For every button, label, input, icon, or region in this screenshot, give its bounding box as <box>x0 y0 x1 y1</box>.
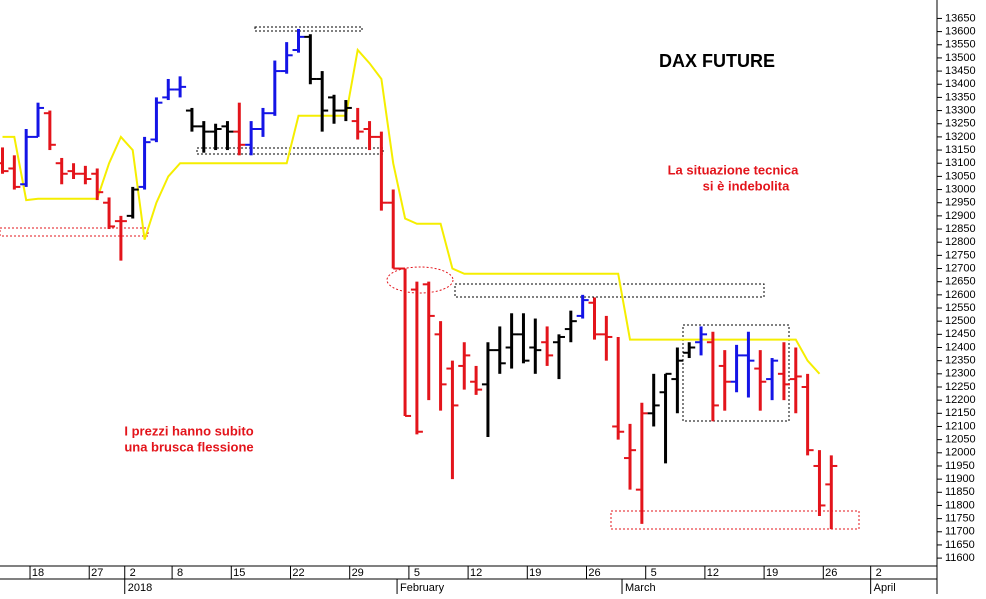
y-tick-label: 12500 <box>945 315 976 327</box>
y-tick-label: 12450 <box>945 328 976 340</box>
y-tick-label: 12700 <box>945 262 976 274</box>
y-tick-label: 13150 <box>945 144 976 156</box>
y-tick-label: 11850 <box>945 486 975 498</box>
y-tick-label: 12650 <box>945 276 976 288</box>
x-tick-label: 26 <box>825 567 837 579</box>
highlight-box <box>254 26 363 32</box>
y-tick-label: 12300 <box>945 368 976 380</box>
y-tick-label: 11950 <box>945 460 975 472</box>
y-tick-label: 12050 <box>945 434 976 446</box>
y-tick-label: 13450 <box>945 65 976 77</box>
y-tick-label: 12350 <box>945 355 976 367</box>
y-tick-label: 12850 <box>945 223 976 235</box>
y-tick-label: 12400 <box>945 341 976 353</box>
y-tick-label: 13050 <box>945 170 976 182</box>
x-period-label: March <box>625 582 656 594</box>
x-tick-label: 15 <box>233 567 245 579</box>
x-tick-label: 2 <box>876 567 882 579</box>
trailing-line <box>2 47 821 375</box>
y-tick-label: 12800 <box>945 236 976 248</box>
annotation: La situazione tecnica <box>668 162 800 177</box>
y-tick-label: 13400 <box>945 78 976 90</box>
x-tick-label: 5 <box>414 567 420 579</box>
y-tick-label: 13100 <box>945 157 976 169</box>
x-tick-label: 12 <box>707 567 719 579</box>
x-tick-label: 8 <box>177 567 183 579</box>
x-period-label: February <box>400 582 445 594</box>
x-period-label: April <box>874 582 896 594</box>
y-tick-label: 12750 <box>945 249 976 261</box>
y-tick-label: 12250 <box>945 381 976 393</box>
y-tick-label: 13350 <box>945 91 976 103</box>
y-tick-label: 13000 <box>945 183 976 195</box>
annotation: si è indebolita <box>703 178 790 193</box>
y-tick-label: 13600 <box>945 25 976 37</box>
x-tick-label: 19 <box>766 567 778 579</box>
y-tick-label: 11650 <box>945 539 975 551</box>
y-tick-label: 13650 <box>945 12 976 24</box>
y-tick-label: 12100 <box>945 420 976 432</box>
highlight-box <box>610 510 860 530</box>
y-tick-label: 12150 <box>945 407 976 419</box>
x-period-label: 2018 <box>128 582 152 594</box>
y-tick-label: 12200 <box>945 394 976 406</box>
y-tick-label: 12950 <box>945 197 976 209</box>
y-tick-label: 11600 <box>945 552 975 564</box>
annotation: I prezzi hanno subito <box>124 423 253 438</box>
y-tick-label: 13250 <box>945 118 976 130</box>
x-tick-label: 2 <box>130 567 136 579</box>
y-tick-label: 12550 <box>945 302 976 314</box>
y-tick-label: 12600 <box>945 289 976 301</box>
y-tick-label: 11900 <box>945 473 975 485</box>
y-tick-label: 13550 <box>945 39 976 51</box>
x-tick-label: 26 <box>588 567 600 579</box>
y-tick-label: 12900 <box>945 210 976 222</box>
x-tick-label: 5 <box>651 567 657 579</box>
x-tick-label: 29 <box>352 567 364 579</box>
y-tick-label: 11800 <box>945 499 975 511</box>
highlight-ellipse <box>386 266 454 294</box>
highlight-box <box>682 324 790 422</box>
x-tick-label: 19 <box>529 567 541 579</box>
x-tick-label: 27 <box>91 567 103 579</box>
annotation: una brusca flessione <box>124 439 253 454</box>
y-tick-label: 11750 <box>945 513 975 525</box>
y-tick-label: 11700 <box>945 526 975 538</box>
x-tick-label: 18 <box>32 567 44 579</box>
y-tick-label: 13300 <box>945 104 976 116</box>
x-tick-label: 22 <box>292 567 304 579</box>
chart-title: DAX FUTURE <box>659 51 775 71</box>
y-tick-label: 13200 <box>945 131 976 143</box>
highlight-box <box>454 283 765 298</box>
y-tick-label: 12000 <box>945 447 976 459</box>
x-tick-label: 12 <box>470 567 482 579</box>
y-tick-label: 13500 <box>945 52 976 64</box>
